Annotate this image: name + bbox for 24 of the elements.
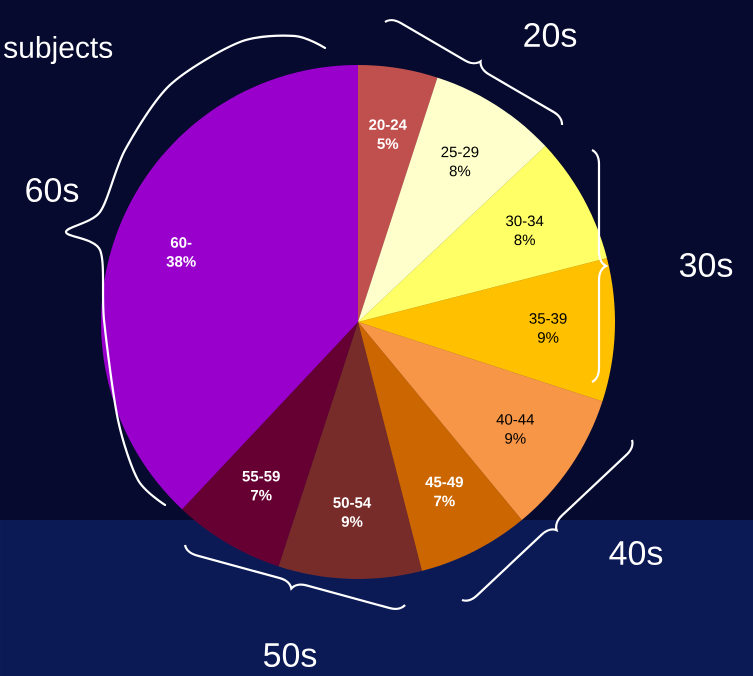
data-label: 8% bbox=[450, 166, 470, 176]
data-label: 5% bbox=[377, 138, 398, 149]
slice-label: 45-49 bbox=[425, 476, 463, 488]
data-label: 9% bbox=[505, 433, 526, 444]
slice-label: 30-34 bbox=[506, 216, 544, 226]
slice-label: 50-54 bbox=[333, 497, 372, 508]
text: 30s bbox=[680, 252, 732, 278]
data-label: 9% bbox=[538, 332, 558, 343]
slice-label: 40-44 bbox=[496, 414, 534, 425]
data-label: 9% bbox=[342, 516, 362, 527]
slice-label: 35-39 bbox=[529, 313, 567, 324]
text: subjects bbox=[4, 36, 112, 64]
data-label: 7% bbox=[434, 496, 455, 506]
text: 40s bbox=[609, 540, 662, 566]
data-label: 38% bbox=[166, 256, 196, 267]
slice-label: 20-24 bbox=[369, 119, 407, 130]
text: 50s bbox=[264, 642, 316, 668]
text: 20s bbox=[524, 22, 576, 48]
text: 60s bbox=[26, 178, 78, 202]
slice-label: 55-59 bbox=[242, 470, 280, 482]
slice-label: 25-29 bbox=[441, 146, 478, 158]
slice-label: 60- bbox=[170, 237, 192, 248]
data-label: 8% bbox=[514, 234, 535, 246]
data-label: 7% bbox=[250, 490, 272, 500]
